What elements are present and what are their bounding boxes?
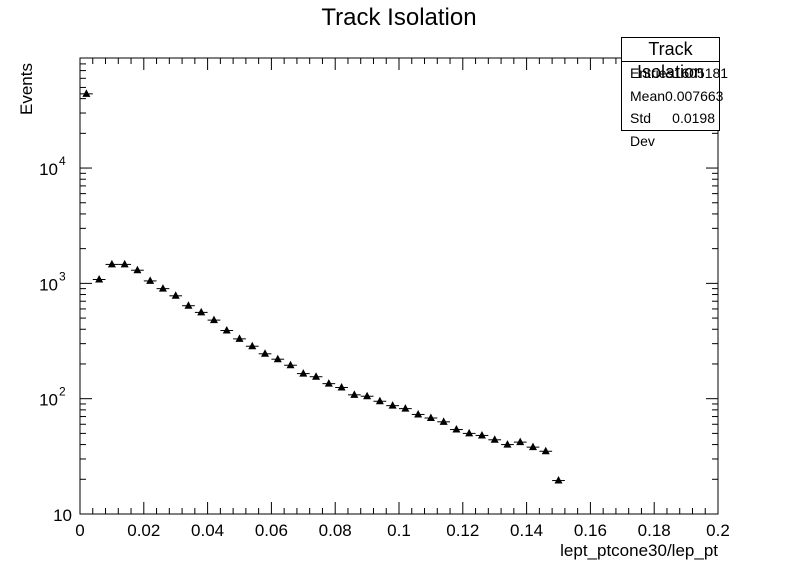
data-point-marker: [375, 396, 384, 405]
x-tick-label: 0.18: [638, 521, 671, 540]
data-point-marker: [95, 275, 104, 283]
data-point-marker: [273, 354, 282, 363]
data-point-marker: [286, 360, 295, 369]
data-point-marker: [490, 435, 499, 443]
data-points: [80, 89, 565, 484]
x-axis: 0 0.02 0.04 0.06 0.08 0.1 0.12 0.14 0.16 0.18 0.2: [75, 58, 730, 540]
data-point-marker: [312, 372, 321, 380]
stats-box: Track Isolation Entries 1605181 Mean 0.0…: [621, 37, 728, 149]
data-point-marker: [107, 259, 116, 268]
x-tick-label: 0.16: [574, 521, 607, 540]
data-point-marker: [299, 369, 308, 377]
stats-row-entries: Entries 1605181: [622, 62, 728, 85]
data-point-marker: [388, 401, 397, 409]
x-axis-label: lept_ptcone30/lep_pt: [560, 541, 718, 560]
stats-title: Track Isolation: [622, 38, 719, 82]
x-tick-label: 0: [75, 521, 84, 540]
data-point-marker: [363, 391, 372, 400]
data-point-marker: [350, 390, 359, 398]
stats-row-stddev: Std Dev 0.0198: [622, 107, 719, 149]
data-point-marker: [337, 383, 346, 391]
data-point-marker: [414, 409, 423, 418]
y-tick-label: 10: [39, 160, 58, 179]
data-point-marker: [401, 404, 410, 412]
x-tick-label: 0.12: [446, 521, 479, 540]
data-point-marker: [554, 476, 563, 484]
y-axis-label: Events: [17, 63, 36, 115]
data-point-marker: [248, 341, 257, 350]
data-point-marker: [465, 428, 474, 437]
chart-title: Track Isolation: [321, 4, 477, 31]
data-point-marker: [426, 413, 435, 421]
data-point-marker: [477, 430, 486, 439]
stats-value: 0.007663: [665, 87, 724, 104]
data-point-marker: [261, 349, 270, 357]
stats-label: Entries: [630, 65, 674, 81]
y-tick-exponent: 4: [59, 154, 66, 168]
data-point-marker: [528, 442, 537, 451]
data-point-marker: [503, 440, 512, 448]
x-tick-label: 0.02: [127, 521, 160, 540]
data-point-marker: [439, 417, 448, 425]
stats-label: Std Dev: [630, 110, 655, 149]
data-point-marker: [197, 307, 206, 316]
data-point-marker: [324, 379, 333, 387]
x-tick-label: 0.08: [319, 521, 352, 540]
y-tick-label: 10: [53, 506, 72, 525]
data-point-marker: [158, 284, 167, 292]
stats-row-mean: Mean 0.007663: [622, 85, 723, 108]
x-tick-label: 0.2: [706, 521, 730, 540]
data-point-marker: [146, 276, 155, 284]
data-point-marker: [452, 425, 461, 433]
data-point-marker: [235, 334, 244, 342]
y-tick-label: 10: [39, 275, 58, 294]
stats-label: Mean: [630, 87, 666, 104]
x-tick-label: 0.14: [510, 521, 543, 540]
data-point-marker: [541, 446, 550, 455]
y-tick-exponent: 2: [59, 385, 66, 399]
stats-value: 0.0198: [672, 110, 715, 126]
data-point-marker: [222, 326, 231, 334]
x-tick-label: 0.04: [191, 521, 224, 540]
data-point-marker: [133, 265, 142, 274]
data-point-marker: [120, 259, 129, 268]
y-tick-label: 10: [39, 391, 58, 410]
data-point-marker: [516, 437, 525, 446]
data-point-marker: [184, 301, 193, 309]
data-point-marker: [82, 89, 91, 97]
data-point-marker: [209, 315, 218, 324]
y-tick-exponent: 3: [59, 269, 66, 283]
x-tick-label: 0.1: [387, 521, 411, 540]
stats-value: 1605181: [673, 65, 729, 81]
x-tick-label: 0.06: [255, 521, 288, 540]
data-point-marker: [171, 291, 180, 299]
